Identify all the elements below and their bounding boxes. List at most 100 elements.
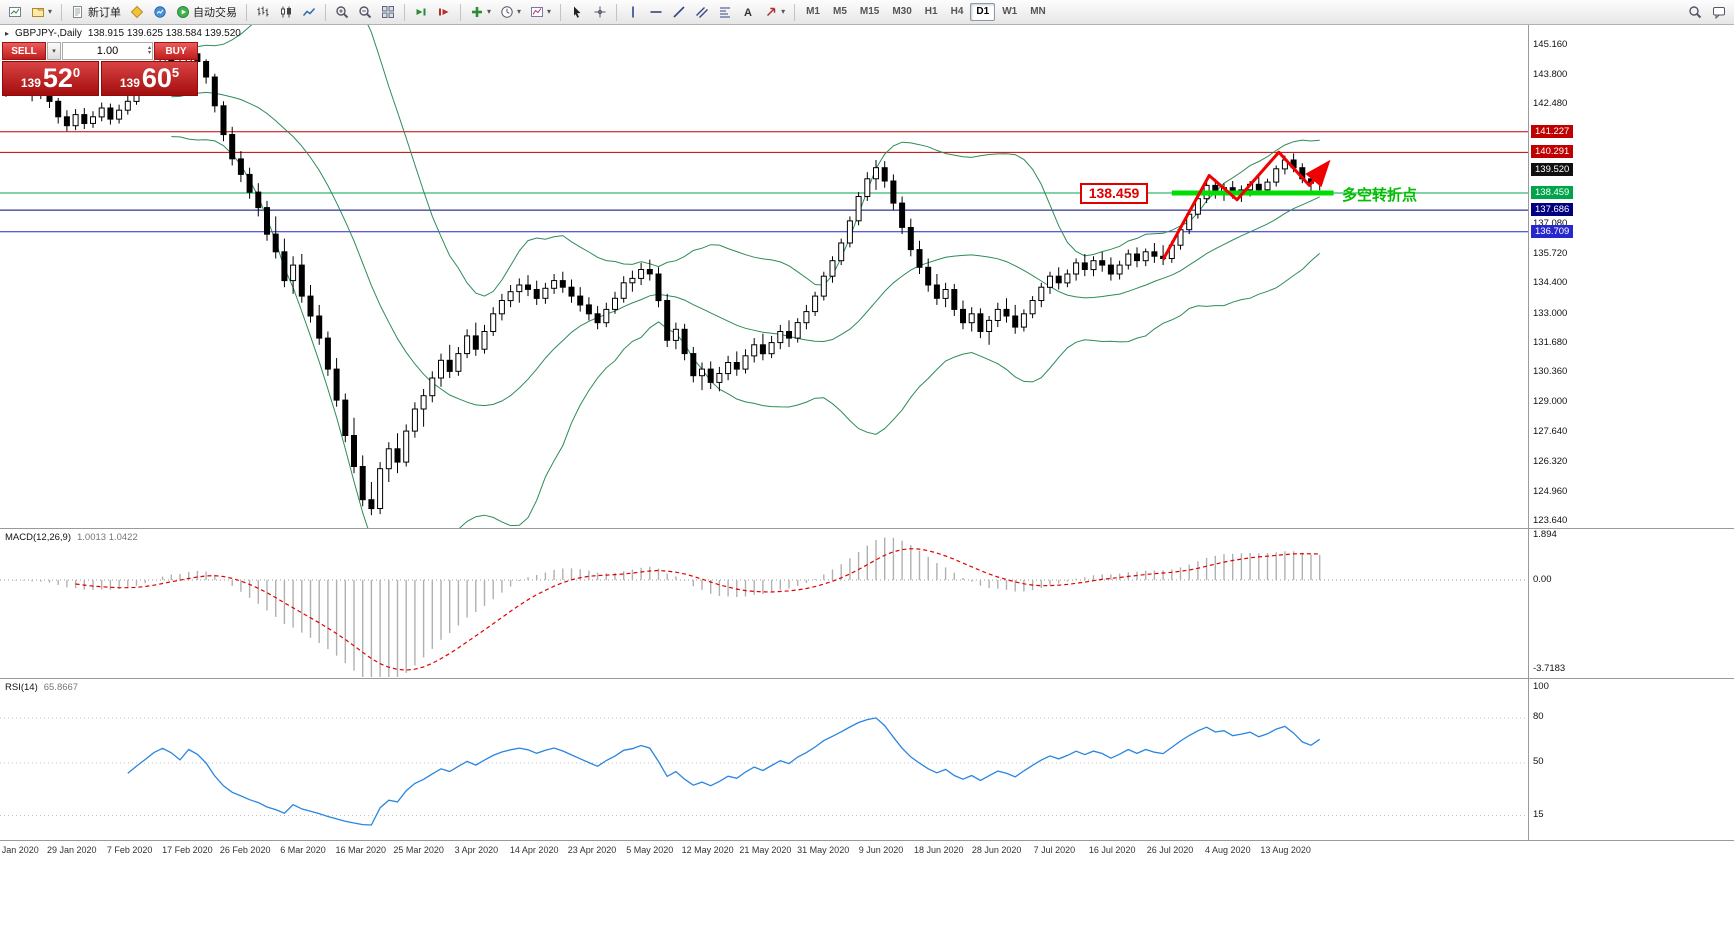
- timeframe-m30-button[interactable]: M30: [892, 6, 912, 17]
- rsi-axis-label: 100: [1533, 681, 1549, 692]
- macd-scale[interactable]: 1.894 0.00 -3.7183: [1529, 529, 1734, 678]
- fibo-button[interactable]: [714, 2, 736, 23]
- price-scale[interactable]: 145.160 143.800 142.480 137.080 135.720 134.4…: [1529, 25, 1734, 528]
- fibo-icon: [718, 5, 732, 19]
- macd-canvas[interactable]: [0, 530, 1528, 679]
- indicators-button[interactable]: ▾: [466, 2, 495, 23]
- search-button[interactable]: [1684, 2, 1706, 23]
- buy-price-sup: 5: [171, 65, 180, 80]
- channel-button[interactable]: [691, 2, 713, 23]
- dropdown-caret-icon: ▾: [547, 7, 552, 16]
- date-axis-label: 23 Apr 2020: [567, 845, 617, 855]
- crosshair-button[interactable]: [589, 2, 611, 23]
- periods-button[interactable]: ▾: [496, 2, 525, 23]
- new-order-button[interactable]: 新订单: [67, 2, 125, 23]
- price-line-label: 140.291: [1531, 145, 1574, 159]
- rsi-axis-label: 50: [1533, 756, 1544, 767]
- toolbar-right-group: [1684, 2, 1730, 23]
- cursor-button[interactable]: [566, 2, 588, 23]
- autoscroll-button[interactable]: [410, 2, 432, 23]
- date-axis-label: 17 Feb 2020: [162, 845, 213, 855]
- price-line-label: 137.686: [1531, 203, 1574, 217]
- one-click-trading-panel: SELL ▾ 1.00 ▴ ▾ BUY 139 52 0 139 60: [2, 42, 198, 96]
- date-axis-label: 9 Jun 2020: [858, 845, 904, 855]
- trendline-button[interactable]: [668, 2, 690, 23]
- rsi-axis-label: 15: [1533, 808, 1544, 820]
- time-axis[interactable]: 20 Jan 2020 29 Jan 2020 7 Feb 2020 17 Feb 2…: [0, 840, 1734, 859]
- price-axis-label: 133.000: [1533, 307, 1568, 319]
- rsi-scale[interactable]: 100 80 50 15: [1529, 679, 1734, 840]
- toolbar-separator: [61, 3, 63, 21]
- timeframe-m1-button[interactable]: M1: [806, 6, 820, 17]
- price-line-label: 139.520: [1531, 162, 1574, 176]
- stepper-up-icon[interactable]: ▴: [147, 45, 151, 51]
- toolbar-separator: [460, 3, 462, 21]
- price-axis-label: 126.320: [1533, 455, 1568, 467]
- shift-button[interactable]: [433, 2, 455, 23]
- metaeditor-button[interactable]: [126, 2, 148, 23]
- date-axis-label: 6 Mar 2020: [280, 845, 326, 855]
- timeframe-m15-button[interactable]: M15: [859, 6, 880, 17]
- autotrading-label: 自动交易: [193, 7, 238, 19]
- date-axis-label: 25 Mar 2020: [393, 845, 444, 855]
- line-chart-button[interactable]: [298, 2, 320, 23]
- channel-icon: [695, 5, 709, 19]
- buy-price-button[interactable]: 139 60 5: [101, 61, 198, 96]
- timeframe-m5-button[interactable]: M5: [832, 6, 847, 17]
- price-axis-label: 131.680: [1533, 337, 1568, 348]
- date-axis-label: 28 Jun 2020: [971, 845, 1022, 855]
- volume-preset-dropdown[interactable]: ▾: [47, 42, 61, 60]
- market-icon: [153, 5, 167, 19]
- new-chart-button[interactable]: [4, 2, 26, 23]
- templates-button[interactable]: ▾: [526, 2, 555, 23]
- date-axis-label: 5 May 2020: [626, 845, 674, 855]
- cursor-icon: [570, 5, 584, 19]
- bars-button[interactable]: [252, 2, 274, 23]
- autotrading-button[interactable]: 自动交易: [172, 2, 241, 23]
- timeframe-w1-button[interactable]: W1: [1002, 6, 1018, 17]
- buy-button[interactable]: BUY: [154, 42, 198, 60]
- rsi-label: RSI(14): [5, 682, 38, 693]
- market-button[interactable]: [149, 2, 171, 23]
- trendline-icon: [672, 5, 686, 19]
- profiles-button[interactable]: ▾: [27, 2, 56, 23]
- rsi-canvas[interactable]: [0, 680, 1528, 841]
- date-axis-label: 3 Apr 2020: [454, 845, 499, 855]
- ohlc-values: 138.915 139.625 138.584 139.520: [87, 28, 241, 39]
- zoom-out-button[interactable]: [354, 2, 376, 23]
- vline-button[interactable]: [622, 2, 644, 23]
- timeframe-h4-button[interactable]: H4: [950, 6, 964, 17]
- stepper-down-icon[interactable]: ▾: [147, 50, 151, 56]
- price-chart-pane: ▸ GBPJPY-,Daily 138.915 139.625 138.584 …: [0, 25, 1734, 528]
- date-axis-label: 14 Apr 2020: [509, 845, 559, 855]
- text-button[interactable]: A: [737, 2, 759, 23]
- volume-stepper[interactable]: ▴ ▾: [148, 43, 151, 59]
- candles-button[interactable]: [275, 2, 297, 23]
- macd-axis-label: 0.00: [1533, 574, 1552, 585]
- macd-axis-label: 1.894: [1533, 528, 1557, 540]
- timeframe-d1-button[interactable]: D1: [970, 3, 996, 21]
- zoom-in-button[interactable]: [331, 2, 353, 23]
- search-icon: [1688, 5, 1702, 19]
- volume-input[interactable]: 1.00 ▴ ▾: [62, 42, 153, 60]
- new-order-label: 新订单: [88, 7, 122, 19]
- metaeditor-icon: [130, 5, 144, 19]
- macd-axis-label: -3.7183: [1533, 663, 1566, 675]
- chevron-down-icon: ▾: [52, 47, 56, 55]
- price-axis-label: 135.720: [1533, 247, 1568, 259]
- crosshair-icon: [593, 5, 607, 19]
- arrows-button[interactable]: ▾: [760, 2, 789, 23]
- price-callout[interactable]: 138.459: [1080, 183, 1148, 204]
- tile-button[interactable]: [377, 2, 399, 23]
- sell-price-button[interactable]: 139 52 0: [2, 61, 99, 96]
- price-chart-canvas[interactable]: [0, 25, 1528, 528]
- date-axis-label: 12 May 2020: [681, 845, 734, 855]
- chat-button[interactable]: [1708, 2, 1730, 23]
- hline-button[interactable]: [645, 2, 667, 23]
- timeframe-h1-button[interactable]: H1: [924, 6, 938, 17]
- arrows-icon: [764, 5, 778, 19]
- sell-button[interactable]: SELL: [2, 42, 46, 60]
- turning-point-label[interactable]: 多空转折点: [1342, 187, 1418, 204]
- timeframe-mn-button[interactable]: MN: [1030, 6, 1046, 17]
